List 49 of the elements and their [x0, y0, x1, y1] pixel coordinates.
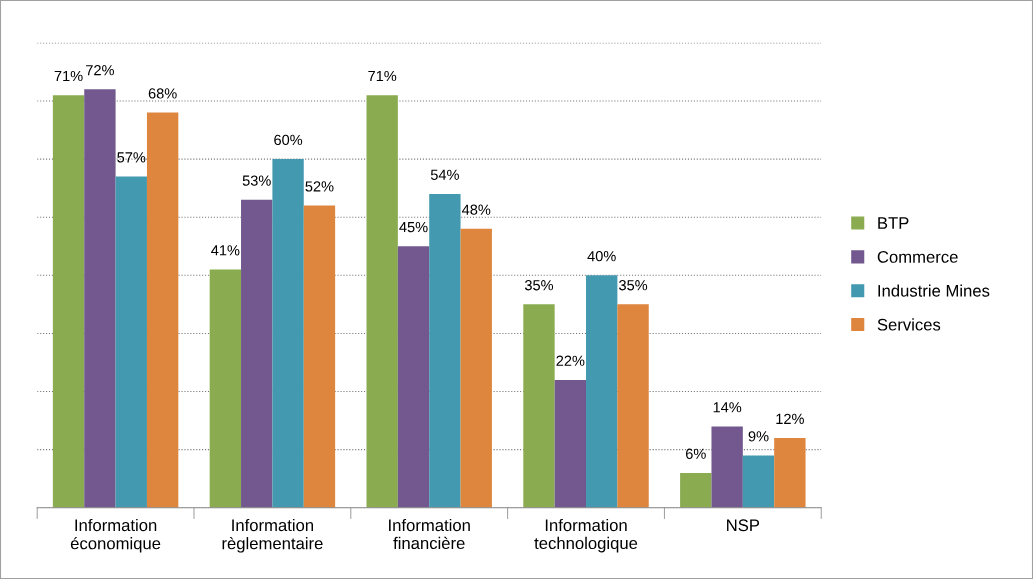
- data-label: 45%: [399, 222, 428, 233]
- x-tick-label: NSP: [727, 519, 760, 532]
- bar: [460, 228, 492, 508]
- bar: [241, 199, 273, 508]
- bar: [774, 438, 806, 508]
- data-label: 71%: [368, 70, 397, 82]
- bar: [617, 304, 649, 508]
- data-label: 35%: [619, 280, 648, 291]
- legend-label: Services: [877, 318, 941, 331]
- bar: [711, 426, 743, 508]
- data-label: 71%: [54, 70, 83, 82]
- bar: [115, 176, 147, 508]
- data-label: 57%: [117, 152, 146, 163]
- data-label: 52%: [305, 181, 334, 192]
- bar: [680, 472, 712, 508]
- data-label: 53%: [242, 175, 271, 186]
- x-tick-label: Information économique: [70, 518, 161, 553]
- bar: [523, 304, 555, 508]
- data-label: 14%: [713, 402, 742, 413]
- data-label: 6%: [685, 448, 706, 459]
- bar: [84, 89, 116, 508]
- data-label: 40%: [587, 250, 616, 262]
- bar: [146, 112, 179, 508]
- data-label: 54%: [430, 169, 459, 180]
- bar: [397, 246, 430, 508]
- bar: [303, 205, 336, 508]
- bar: [586, 275, 618, 508]
- bar: [742, 455, 775, 508]
- data-label: 72%: [86, 65, 114, 76]
- data-label: 9%: [748, 431, 769, 442]
- bar: [52, 95, 85, 508]
- data-label: 68%: [148, 88, 177, 99]
- bar: [366, 95, 398, 508]
- data-label: 12%: [776, 413, 804, 424]
- x-tick-label: Information règlementaire: [222, 518, 323, 553]
- data-label: 60%: [274, 134, 303, 146]
- bar: [429, 193, 461, 508]
- data-label: 35%: [524, 280, 554, 291]
- data-label: 22%: [556, 355, 585, 366]
- legend-label: Industrie Mines: [878, 284, 990, 297]
- legend-label: BTP: [878, 217, 909, 229]
- x-tick-label: Information technologique: [534, 518, 638, 553]
- x-tick-label: Information financière: [389, 518, 470, 550]
- legend-label: Commerce: [877, 251, 958, 263]
- data-label: 41%: [211, 245, 240, 256]
- bar: [554, 379, 587, 508]
- bar: [209, 269, 242, 508]
- bar: [272, 159, 304, 508]
- data-label: 48%: [462, 204, 491, 215]
